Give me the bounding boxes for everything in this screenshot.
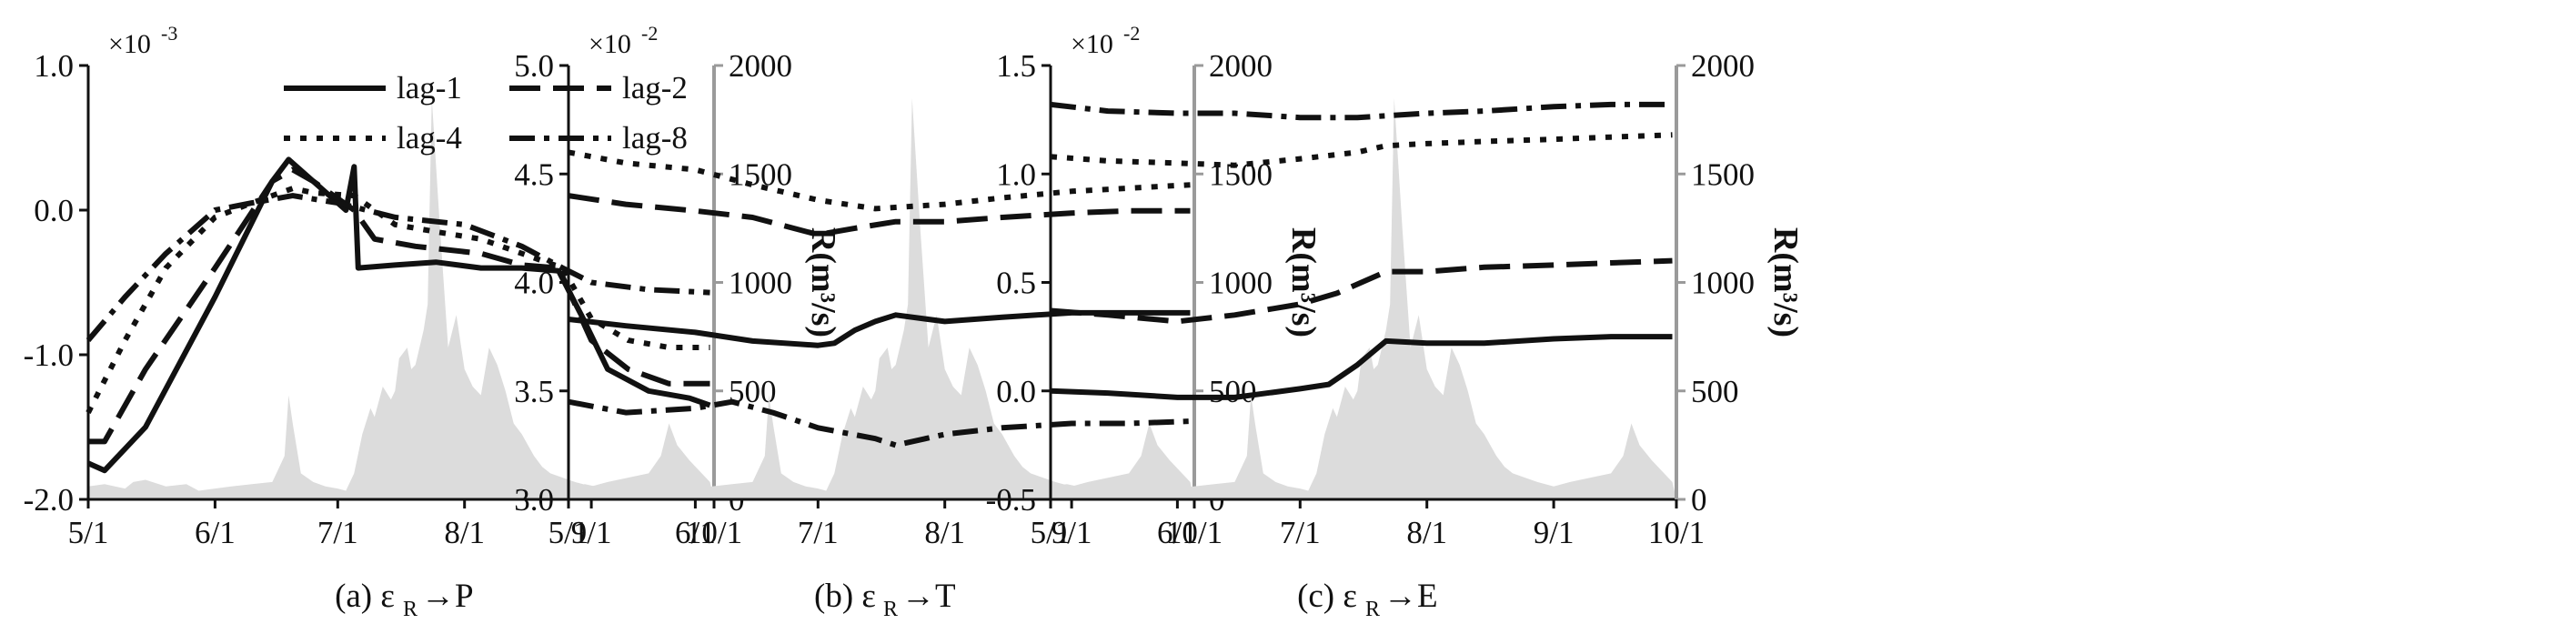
y-tick-label: 0.5: [996, 266, 1036, 301]
series-lag-4: [568, 149, 1191, 212]
right-axis-label: R(m³/s): [1766, 227, 1805, 337]
panel-caption: (c) ε: [1297, 578, 1357, 615]
runoff-area: [1051, 97, 1676, 500]
right-tick-label: 1500: [729, 156, 792, 192]
y-tick-label: 1.0: [996, 156, 1036, 192]
right-tick-label: 0: [1691, 482, 1707, 518]
y-tick-label: 0.0: [34, 193, 74, 228]
legend-label-lag-1: lag-1: [397, 70, 462, 106]
series-lag-4: [1050, 132, 1673, 168]
scale-exponent: -2: [1123, 22, 1140, 45]
scale-label: ×10: [108, 29, 151, 59]
x-tick-label: 8/1: [924, 515, 965, 550]
y-tick-label: -0.5: [986, 482, 1036, 518]
scale-label: ×10: [1071, 29, 1113, 59]
x-tick-label: 7/1: [1280, 515, 1321, 550]
x-tick-label: 6/1: [675, 515, 716, 550]
series-lag-2: [568, 193, 1191, 237]
y-tick-label: 3.0: [514, 482, 554, 518]
panel-caption-suffix: →T: [901, 578, 956, 615]
y-tick-label: 1.5: [996, 48, 1036, 84]
right-tick-label: 1500: [1691, 156, 1755, 192]
panel-1: 5.04.54.03.53.005001000150020005/16/17/1…: [514, 22, 1323, 621]
y-tick-label: 3.5: [514, 374, 554, 409]
panel-0: 1.00.0-1.0-2.005001000150020005/16/17/18…: [24, 22, 842, 621]
x-tick-label: 5/1: [68, 515, 109, 550]
legend-label-lag-8: lag-8: [622, 120, 688, 156]
x-tick-label: 10/1: [1648, 515, 1705, 550]
x-tick-label: 8/1: [1406, 515, 1447, 550]
x-tick-label: 7/1: [317, 515, 358, 550]
scale-label: ×10: [589, 29, 631, 59]
right-tick-label: 500: [1209, 374, 1257, 409]
panel-caption-suffix: →E: [1384, 578, 1438, 615]
y-tick-label: 5.0: [514, 48, 554, 84]
series-lag-8: [1050, 101, 1673, 121]
panel-caption: (a) ε: [335, 578, 395, 615]
x-tick-label: 10/1: [686, 515, 742, 550]
panel-caption-sub: R: [403, 598, 418, 621]
series-lag-2: [1050, 257, 1673, 325]
right-axis-label: R(m³/s): [804, 227, 842, 337]
legend: lag-1 lag-2 lag-4 lag-8: [284, 70, 688, 156]
panel-caption: (b) ε: [814, 578, 876, 615]
right-tick-label: 1000: [1209, 266, 1273, 301]
y-tick-label: -2.0: [24, 482, 74, 518]
series-lag-1: [1050, 334, 1673, 400]
legend-label-lag-2: lag-2: [622, 70, 688, 106]
right-tick-label: 1000: [1691, 266, 1755, 301]
right-tick-label: 500: [1691, 374, 1739, 409]
panel-caption-suffix: →P: [421, 578, 474, 615]
x-tick-label: 5/1: [1031, 515, 1072, 550]
right-axis-label: R(m³/s): [1284, 227, 1323, 337]
panel-2: 1.5 1.0 0.5 0.0 -0.5 0 500 1000 1500 2000 5/1 6/1 7/…: [986, 22, 1805, 621]
right-tick-label: 1000: [729, 266, 792, 301]
series-lag-2: [88, 166, 710, 445]
x-tick-label: 8/1: [444, 515, 485, 550]
x-tick-label: 9/1: [1534, 515, 1575, 550]
series-lag-1: [568, 309, 1191, 348]
y-tick-label: -1.0: [24, 337, 74, 373]
scale-exponent: -3: [161, 22, 177, 45]
panel-caption-sub: R: [1365, 598, 1380, 621]
x-tick-label: 10/1: [1166, 515, 1223, 550]
runoff-area: [88, 97, 714, 500]
x-tick-label: 6/1: [195, 515, 236, 550]
y-tick-label: 0.0: [996, 374, 1036, 409]
runoff-area: [569, 97, 1194, 500]
x-tick-label: 9/1: [571, 515, 612, 550]
y-tick-label: 4.0: [514, 266, 554, 301]
y-tick-label: 4.5: [514, 156, 554, 192]
x-tick-label: 6/1: [1157, 515, 1198, 550]
right-tick-label: 2000: [1209, 48, 1273, 84]
y-tick-label: 1.0: [34, 48, 74, 84]
x-tick-label: 5/1: [548, 515, 589, 550]
panel-caption-sub: R: [883, 598, 898, 621]
right-tick-label: 2000: [729, 48, 792, 84]
x-tick-label: 7/1: [798, 515, 839, 550]
series-lag-8: [568, 398, 1191, 448]
legend-label-lag-4: lag-4: [397, 120, 462, 156]
scale-exponent: -2: [641, 22, 658, 45]
series-lag-1: [86, 156, 711, 474]
right-tick-label: 2000: [1691, 48, 1755, 84]
x-tick-label: 9/1: [1052, 515, 1092, 550]
